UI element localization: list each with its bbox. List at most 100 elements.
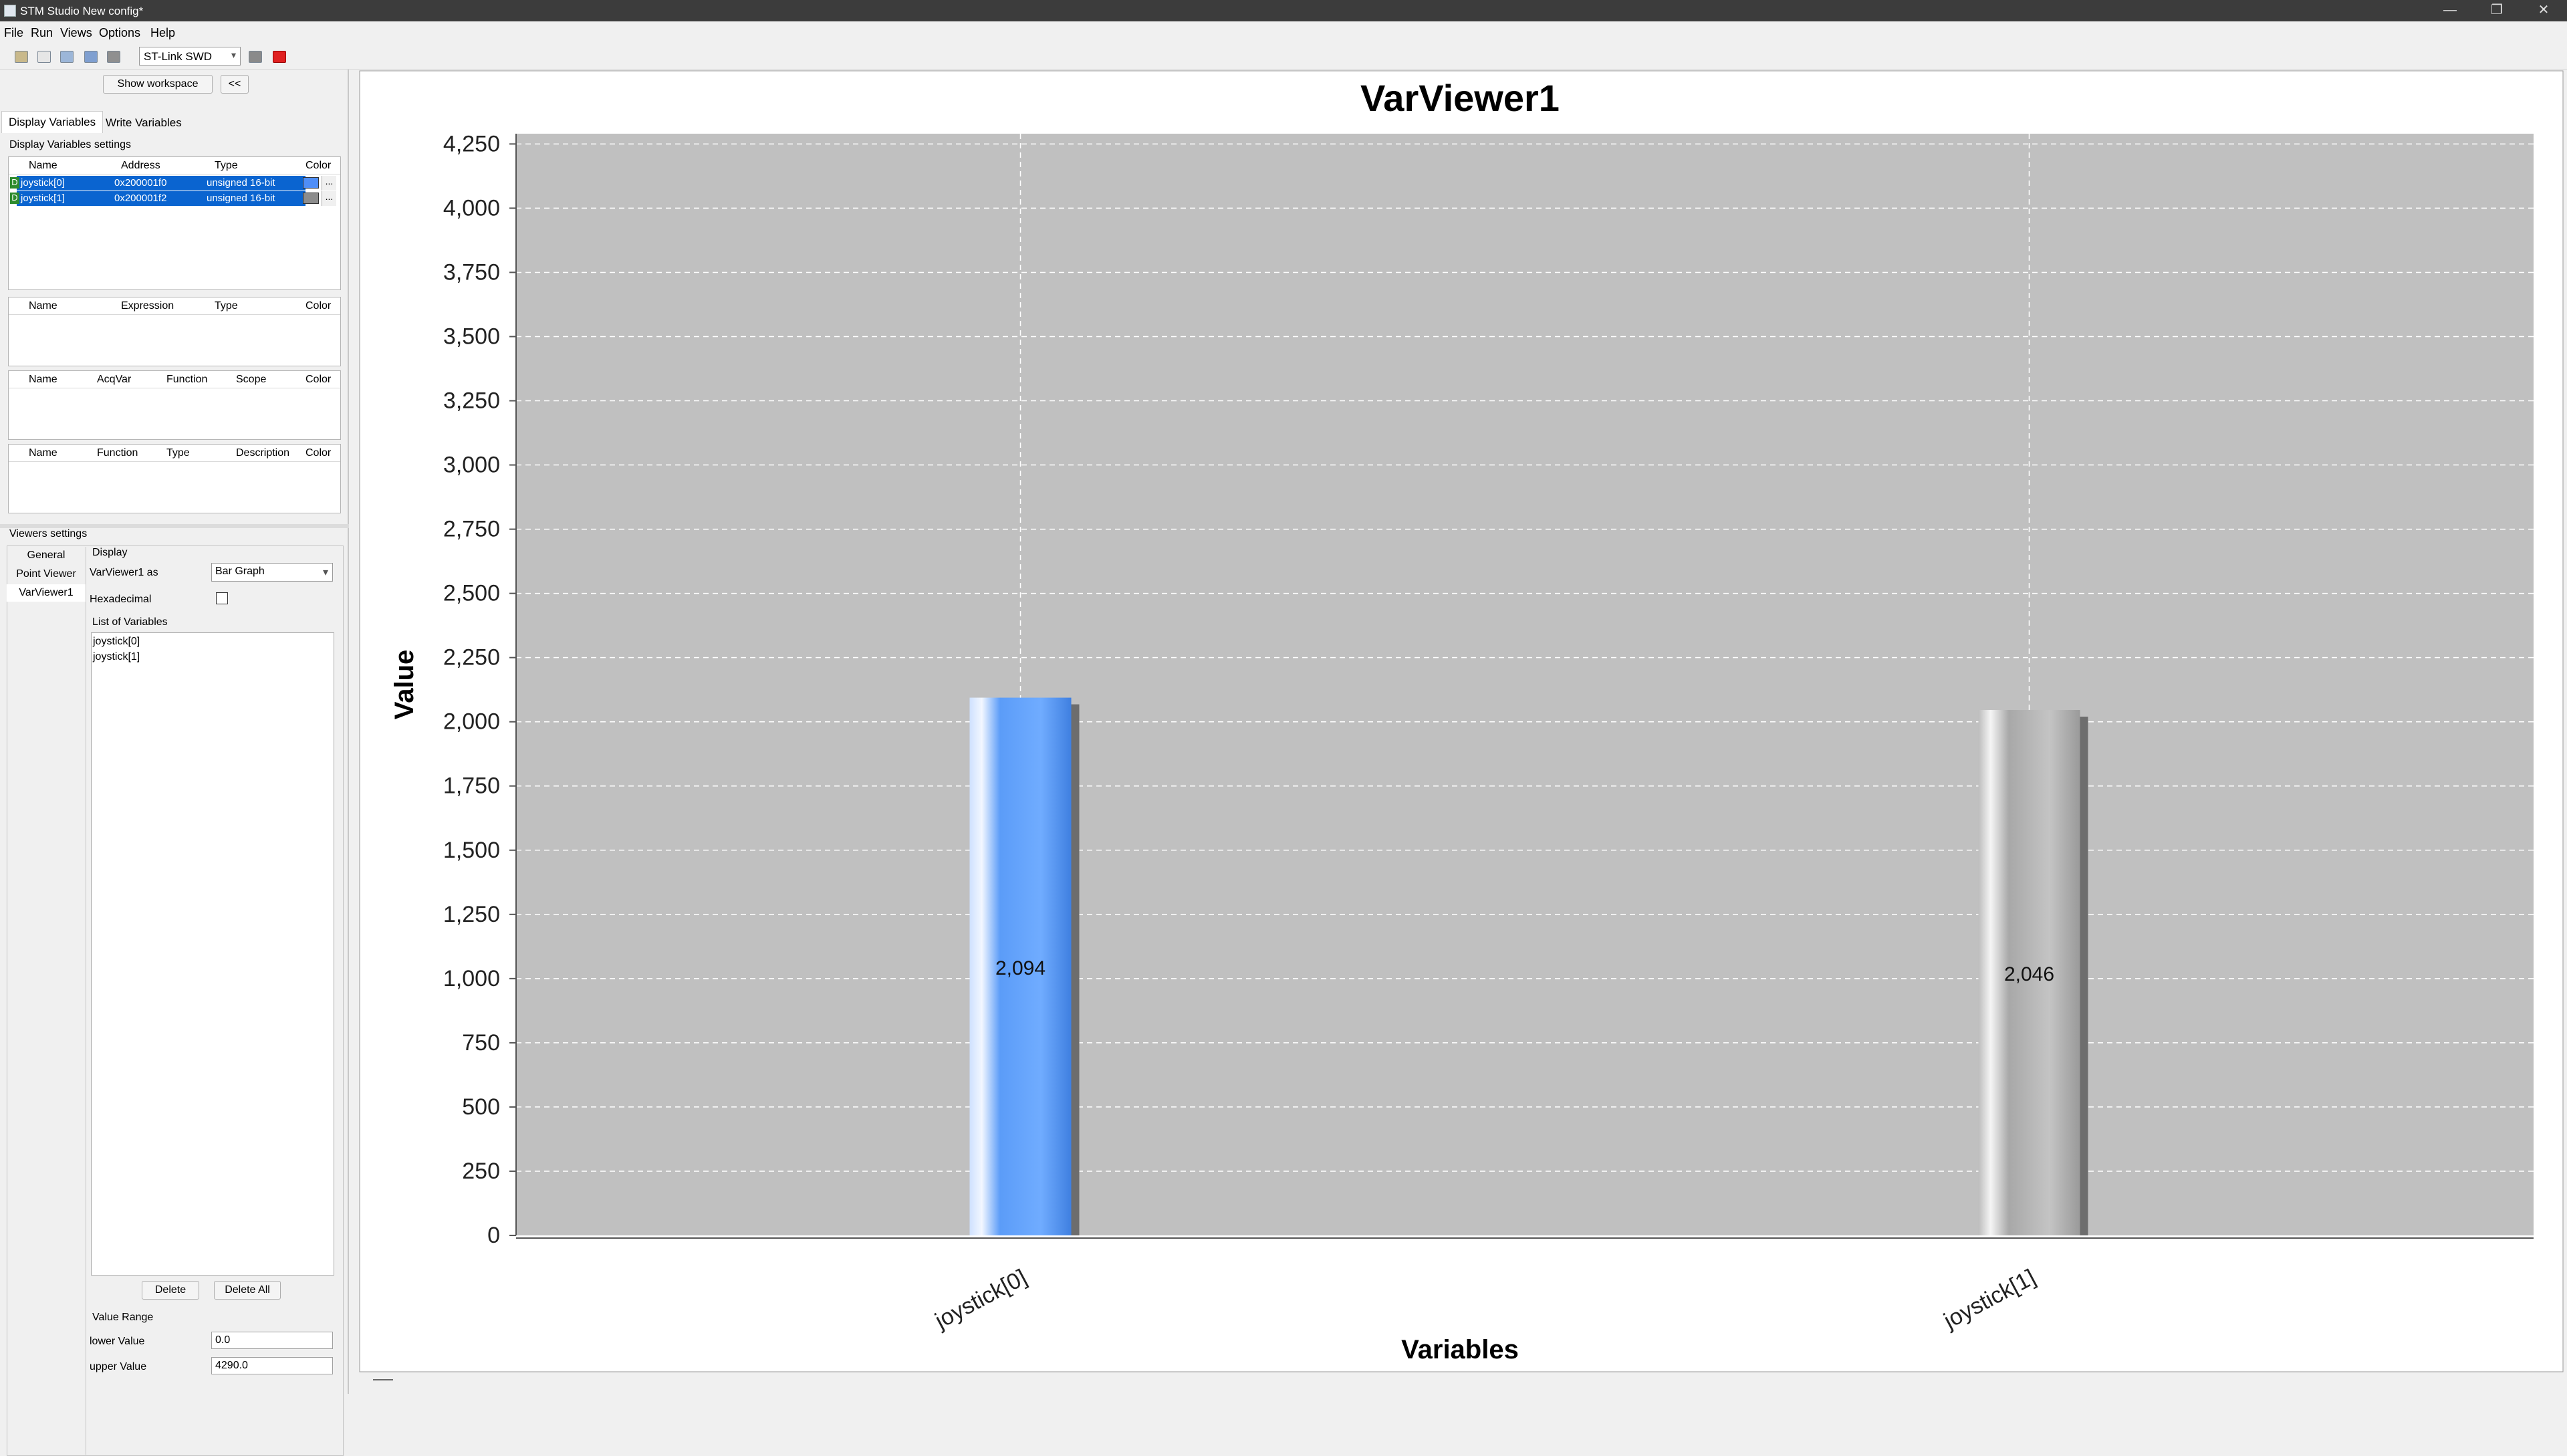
upper-value-label: upper Value [90,1361,147,1372]
open-folder-icon[interactable] [15,51,28,63]
tab-display-variables[interactable]: Display Variables [1,111,104,133]
list-item[interactable]: joystick[1] [93,651,140,662]
var-type: unsigned 16-bit [207,177,275,189]
save-as-icon[interactable] [107,51,120,63]
new-file-icon[interactable] [37,51,51,63]
y-tick-label: 0 [487,1223,500,1248]
delete-button[interactable]: Delete [142,1281,199,1300]
expressions-table-header: Name Expression Type Color [9,297,340,315]
table-row[interactable]: D joystick[0] 0x200001f0 unsigned 16-bit [10,176,305,191]
col-name: Name [29,374,57,385]
color-swatch[interactable] [303,193,319,204]
import-icon[interactable] [60,51,74,63]
stop-gray-icon[interactable] [249,51,262,63]
y-tick-label: 4,250 [443,131,500,156]
y-tick-label: 2,750 [443,517,500,542]
color-swatch[interactable] [303,177,319,189]
menu-file[interactable]: File [4,26,24,39]
tab-point-viewer[interactable]: Point Viewer [16,568,76,580]
expressions-table: Name Expression Type Color [8,297,341,366]
probe-select[interactable]: ST-Link SWD ▾ [139,47,241,66]
menu-views[interactable]: Views [60,26,92,39]
y-tick-label: 3,000 [443,453,500,478]
acquisition-table-header: Name AcqVar Function Scope Color [9,371,340,388]
view-as-select[interactable]: Bar Graph ▾ [211,563,333,582]
x-axis-label: Variables [1401,1335,1519,1364]
y-tick-label: 3,250 [443,388,500,414]
y-tick-label: 4,000 [443,195,500,221]
plot-area [516,134,2534,1235]
col-type: Type [215,300,238,312]
value-range-title: Value Range [92,1312,154,1323]
col-acqvar: AcqVar [97,374,132,385]
menu-options[interactable]: Options [99,26,141,39]
variables-list[interactable]: joystick[0] joystick[1] [91,632,334,1276]
y-tick-label: 1,000 [443,966,500,991]
col-address: Address [121,160,160,171]
probe-select-value: ST-Link SWD [144,50,213,63]
list-item[interactable]: joystick[0] [93,636,140,647]
table-row[interactable]: D joystick[1] 0x200001f2 unsigned 16-bit [10,191,305,206]
color-picker-button[interactable]: ... [322,176,336,191]
chevron-down-icon: ▾ [231,49,236,60]
variables-table: Name Address Type Color D joystick[0] 0x… [8,156,341,290]
display-badge: D [10,193,19,204]
y-tick-label: 750 [462,1030,500,1056]
restore-icon[interactable]: ❐ [2491,3,2503,17]
col-type: Type [215,160,238,171]
menu-bar: File Run Views Options Help [0,21,2567,44]
col-color: Color [305,374,332,385]
tab-write-variables[interactable]: Write Variables [106,116,182,129]
y-tick-label: 250 [462,1159,500,1184]
splitter[interactable] [0,524,349,528]
col-color: Color [305,447,332,459]
bar-chart: VarViewer1 0 250 500 750 1,000 1,250 1,500 1,75… [359,70,2564,1380]
title-bar: STM Studio New config* — ❐ ✕ [0,0,2567,21]
save-icon[interactable] [84,51,98,63]
col-scope: Scope [236,374,267,385]
window-title: STM Studio New config* [20,5,144,17]
display-settings-title: Display Variables settings [9,139,132,150]
var-address: 0x200001f0 [114,177,167,189]
lower-value-label: lower Value [90,1336,145,1347]
var-name: joystick[0] [21,177,65,189]
close-icon[interactable]: ✕ [2538,3,2550,17]
view-as-value: Bar Graph [215,566,265,577]
col-color: Color [305,160,332,171]
chevron-down-icon: ▾ [322,567,328,578]
lower-value-input[interactable] [211,1332,333,1349]
app-icon [4,5,16,17]
col-function: Function [166,374,208,385]
var-name: joystick[1] [21,193,65,204]
bar-shadow [2080,717,2088,1235]
col-type: Type [166,447,190,459]
col-color: Color [305,300,332,312]
upper-value-input[interactable] [211,1357,333,1374]
delete-all-button[interactable]: Delete All [214,1281,281,1300]
col-name: Name [29,447,57,459]
display-badge: D [10,177,19,189]
y-tick-label: 1,250 [443,902,500,927]
stop-red-icon[interactable] [273,51,286,63]
color-picker-button[interactable]: ... [322,191,336,206]
menu-help[interactable]: Help [150,26,176,39]
var-type: unsigned 16-bit [207,193,275,204]
col-name: Name [29,300,57,312]
bar-shadow [1071,704,1080,1235]
y-axis-label: Value [390,650,419,720]
tab-varviewer1[interactable]: VarViewer1 [7,584,86,602]
show-workspace-button[interactable]: Show workspace [103,75,213,94]
collapse-button[interactable]: << [221,75,249,94]
y-tick-label: 1,750 [443,773,500,799]
variables-table-header: Name Address Type Color [9,157,340,174]
acquisition-table: Name AcqVar Function Scope Color [8,370,341,440]
list-of-variables-title: List of Variables [92,616,168,628]
hexadecimal-checkbox[interactable] [216,592,228,604]
hexadecimal-label: Hexadecimal [90,594,152,605]
tab-general[interactable]: General [27,550,66,561]
menu-run[interactable]: Run [31,26,53,39]
workspace-panel: Show workspace << Display Variables Writ… [0,70,349,1456]
minimize-icon[interactable]: — [2443,3,2457,17]
y-tick-label: 3,750 [443,259,500,285]
chart-title: VarViewer1 [1360,77,1560,119]
